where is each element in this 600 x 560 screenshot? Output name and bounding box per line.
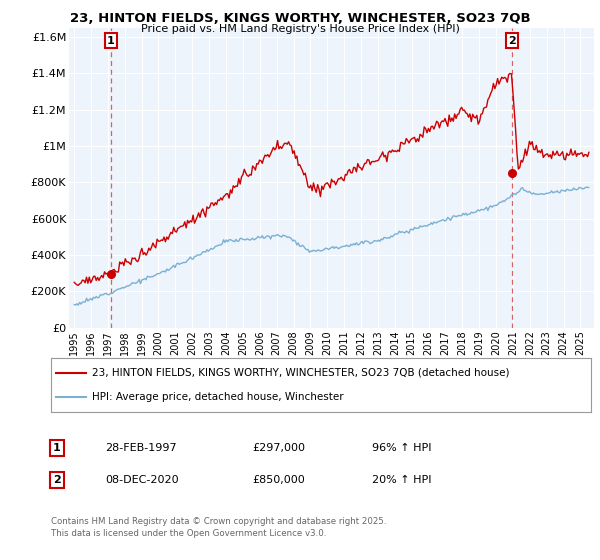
Text: 23, HINTON FIELDS, KINGS WORTHY, WINCHESTER, SO23 7QB (detached house): 23, HINTON FIELDS, KINGS WORTHY, WINCHES… [91, 368, 509, 378]
Text: 1: 1 [53, 443, 61, 453]
Text: 2: 2 [508, 36, 515, 46]
Text: HPI: Average price, detached house, Winchester: HPI: Average price, detached house, Winc… [91, 392, 343, 402]
Text: Contains HM Land Registry data © Crown copyright and database right 2025.
This d: Contains HM Land Registry data © Crown c… [51, 517, 386, 538]
Text: 08-DEC-2020: 08-DEC-2020 [105, 475, 179, 485]
Text: 96% ↑ HPI: 96% ↑ HPI [372, 443, 431, 453]
Text: £297,000: £297,000 [252, 443, 305, 453]
Text: £850,000: £850,000 [252, 475, 305, 485]
Text: 23, HINTON FIELDS, KINGS WORTHY, WINCHESTER, SO23 7QB: 23, HINTON FIELDS, KINGS WORTHY, WINCHES… [70, 12, 530, 25]
Text: 2: 2 [53, 475, 61, 485]
Text: 28-FEB-1997: 28-FEB-1997 [105, 443, 176, 453]
Text: Price paid vs. HM Land Registry's House Price Index (HPI): Price paid vs. HM Land Registry's House … [140, 24, 460, 34]
Text: 1: 1 [107, 36, 115, 46]
Text: 20% ↑ HPI: 20% ↑ HPI [372, 475, 431, 485]
